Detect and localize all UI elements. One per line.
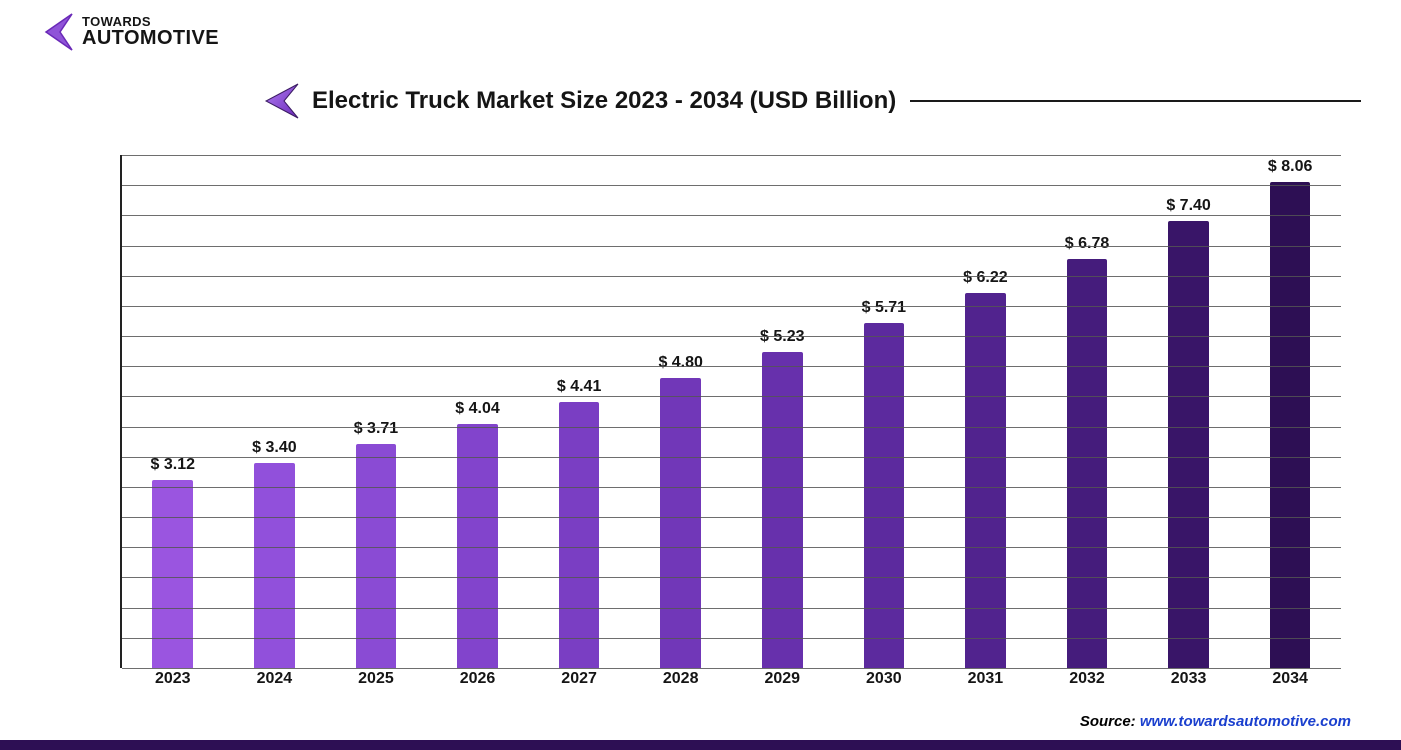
bar xyxy=(559,402,600,668)
canvas: TOWARDS AUTOMOTIVE Electric Truck Market… xyxy=(0,0,1401,750)
bar-slot: $ 4.80 xyxy=(630,155,732,668)
bar-value-label: $ 6.78 xyxy=(1036,235,1138,253)
x-axis-label: 2025 xyxy=(325,670,427,696)
bar xyxy=(1067,259,1108,668)
gridline xyxy=(122,608,1341,609)
title-arrow-icon xyxy=(260,80,302,122)
x-axis-label: 2033 xyxy=(1138,670,1240,696)
title-row: Electric Truck Market Size 2023 - 2034 (… xyxy=(260,80,1361,122)
gridline xyxy=(122,577,1341,578)
bar-value-label: $ 3.71 xyxy=(325,420,427,438)
bar-value-label: $ 4.04 xyxy=(427,400,529,418)
bar xyxy=(152,480,193,668)
footer-strip xyxy=(0,740,1401,750)
x-axis-label: 2034 xyxy=(1239,670,1341,696)
bar-slot: $ 5.23 xyxy=(731,155,833,668)
gridline xyxy=(122,427,1341,428)
brand-logo: TOWARDS AUTOMOTIVE xyxy=(40,10,219,54)
bar-slot: $ 6.78 xyxy=(1036,155,1138,668)
logo-line1: TOWARDS xyxy=(82,15,219,29)
bar-value-label: $ 3.12 xyxy=(122,456,224,474)
x-axis-label: 2030 xyxy=(833,670,935,696)
gridline xyxy=(122,457,1341,458)
plot-area: $ 3.12$ 3.40$ 3.71$ 4.04 $ 4.41$ 4.80 $ 5.… xyxy=(122,155,1341,668)
gridline xyxy=(122,276,1341,277)
bar xyxy=(1270,182,1311,668)
bar-slot: $ 3.71 xyxy=(325,155,427,668)
bars-container: $ 3.12$ 3.40$ 3.71$ 4.04 $ 4.41$ 4.80 $ 5.… xyxy=(122,155,1341,668)
x-axis-labels: 2023202420252026202720282029203020312032… xyxy=(122,670,1341,696)
x-axis-label: 2024 xyxy=(224,670,326,696)
bar-value-label: $ 4.80 xyxy=(630,354,732,372)
source-link[interactable]: www.towardsautomotive.com xyxy=(1140,713,1351,730)
bar-value-label: $ 6.22 xyxy=(935,269,1037,287)
gridline xyxy=(122,366,1341,367)
gridline xyxy=(122,336,1341,337)
gridline xyxy=(122,306,1341,307)
gridline xyxy=(122,185,1341,186)
bar-value-label: $ 5.71 xyxy=(833,299,935,317)
bar-slot: $ 4.41 xyxy=(528,155,630,668)
bar-slot: $ 5.71 xyxy=(833,155,935,668)
bar-value-label: $ 4.41 xyxy=(528,378,630,396)
gridline xyxy=(122,517,1341,518)
bar-slot: $ 6.22 xyxy=(935,155,1037,668)
x-axis-label: 2029 xyxy=(731,670,833,696)
bar xyxy=(762,352,803,668)
logo-text: TOWARDS AUTOMOTIVE xyxy=(82,15,219,50)
gridline xyxy=(122,668,1341,669)
bar xyxy=(965,293,1006,668)
gridline xyxy=(122,547,1341,548)
bar xyxy=(660,378,701,668)
bar-slot: $ 4.04 xyxy=(427,155,529,668)
bar xyxy=(457,424,498,668)
bar-chart: $ 3.12$ 3.40$ 3.71$ 4.04 $ 4.41$ 4.80 $ 5.… xyxy=(80,155,1341,696)
bar xyxy=(864,323,905,668)
x-axis-label: 2028 xyxy=(630,670,732,696)
x-axis-label: 2026 xyxy=(427,670,529,696)
bar xyxy=(1168,221,1209,668)
gridline xyxy=(122,155,1341,156)
bar-value-label: $ 5.23 xyxy=(731,328,833,346)
gridline xyxy=(122,487,1341,488)
logo-mark-icon xyxy=(40,10,76,54)
bar-value-label: $ 8.06 xyxy=(1239,158,1341,176)
gridline xyxy=(122,638,1341,639)
x-axis-label: 2027 xyxy=(528,670,630,696)
source-label: Source: xyxy=(1080,713,1140,730)
source-attribution: Source: www.towardsautomotive.com xyxy=(1080,713,1351,730)
x-axis-label: 2023 xyxy=(122,670,224,696)
logo-line2: AUTOMOTIVE xyxy=(82,28,219,49)
gridline xyxy=(122,215,1341,216)
gridline xyxy=(122,246,1341,247)
x-axis-label: 2032 xyxy=(1036,670,1138,696)
bar-slot: $ 7.40 xyxy=(1138,155,1240,668)
bar-slot: $ 3.40 xyxy=(224,155,326,668)
gridline xyxy=(122,396,1341,397)
bar-value-label: $ 7.40 xyxy=(1138,197,1240,215)
bar-slot: $ 8.06 xyxy=(1239,155,1341,668)
bar-value-label: $ 3.40 xyxy=(224,439,326,457)
bar-slot: $ 3.12 xyxy=(122,155,224,668)
bar xyxy=(356,444,397,668)
title-rule xyxy=(910,100,1361,102)
chart-title: Electric Truck Market Size 2023 - 2034 (… xyxy=(312,87,896,115)
x-axis-label: 2031 xyxy=(935,670,1037,696)
